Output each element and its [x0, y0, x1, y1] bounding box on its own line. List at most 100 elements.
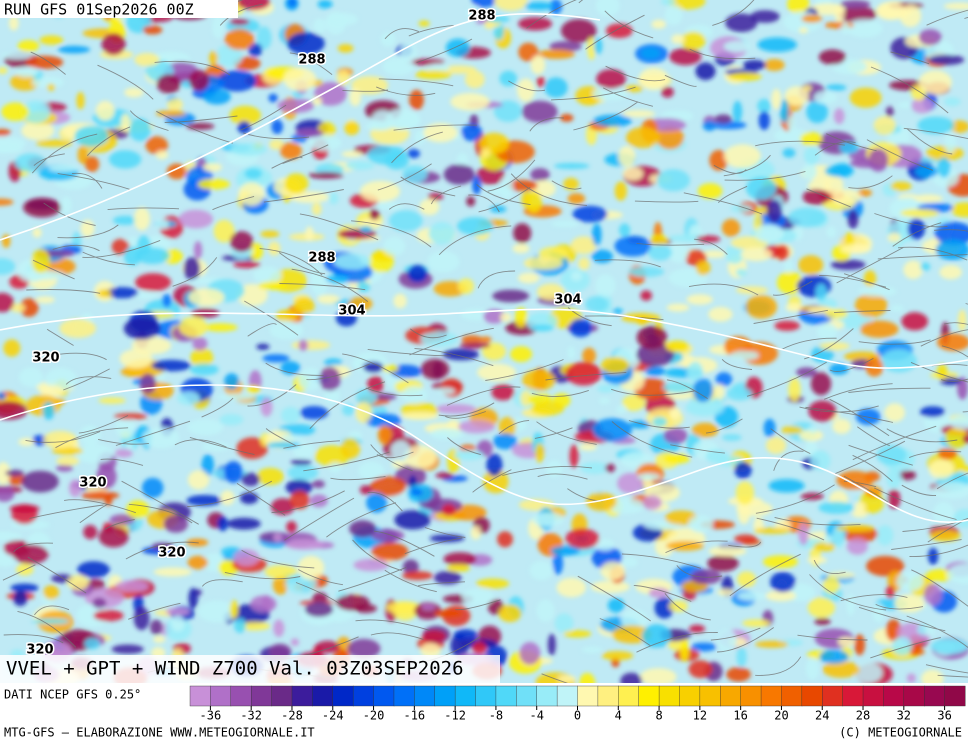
velocity-cell [390, 440, 411, 461]
velocity-cell [428, 221, 455, 245]
streamline [937, 674, 968, 678]
velocity-cell [708, 306, 733, 322]
velocity-cell [299, 406, 329, 420]
streamline [870, 66, 949, 114]
velocity-cell [480, 148, 491, 158]
velocity-cell [217, 70, 257, 92]
velocity-cell [256, 26, 272, 50]
velocity-cell [43, 585, 59, 600]
velocity-cell [201, 442, 230, 452]
velocity-cell [347, 638, 381, 659]
streamline [384, 28, 420, 40]
streamline [52, 244, 100, 252]
colorbar-swatch [312, 685, 334, 707]
velocity-cell [737, 571, 756, 588]
streamline [944, 322, 968, 325]
map-field [0, 0, 968, 683]
streamline [265, 362, 324, 376]
velocity-cell [48, 164, 79, 172]
velocity-cell [735, 481, 755, 505]
velocity-cell [565, 528, 600, 549]
velocity-cell [429, 534, 465, 543]
streamline [891, 539, 962, 550]
streamline [824, 383, 893, 400]
velocity-cell [920, 406, 946, 418]
velocity-cell [757, 37, 797, 52]
velocity-cell [899, 4, 922, 28]
velocity-cell [85, 156, 100, 173]
velocity-cell [530, 324, 554, 332]
streamline [721, 358, 753, 370]
velocity-cell [494, 0, 528, 11]
streamline [843, 480, 877, 488]
velocity-cell [333, 253, 371, 270]
velocity-cell [824, 165, 851, 177]
velocity-cell [371, 110, 395, 130]
velocity-cell [715, 384, 725, 401]
streamline [355, 619, 430, 631]
velocity-cell [407, 149, 421, 159]
velocity-cell [271, 119, 284, 135]
velocity-cell [917, 116, 955, 135]
velocity-cell [852, 509, 868, 518]
velocity-cell [605, 463, 616, 473]
velocity-cell [189, 69, 210, 91]
streamline [774, 516, 861, 526]
colorbar-swatch [699, 685, 721, 707]
velocity-cell [14, 153, 46, 173]
velocity-cell [695, 260, 711, 276]
colorbar-swatch [210, 685, 232, 707]
streamline [934, 229, 968, 232]
velocity-cell [284, 173, 309, 195]
streamline [843, 475, 889, 503]
velocity-cell [311, 480, 325, 489]
streamline [46, 352, 107, 361]
velocity-cell [695, 62, 716, 81]
velocity-cell [832, 526, 845, 549]
colorbar-swatch [903, 685, 925, 707]
streamline [909, 544, 968, 557]
streamline [852, 454, 893, 482]
velocity-cell [937, 157, 951, 178]
velocity-cell [133, 207, 150, 231]
velocity-cell [105, 287, 139, 299]
streamline [97, 438, 149, 445]
velocity-cell [153, 567, 192, 577]
velocity-cell [56, 456, 80, 466]
colorbar-tick-label: -4 [529, 709, 543, 723]
velocity-cell [688, 515, 714, 533]
streamline [718, 185, 748, 204]
velocity-cell [197, 178, 230, 190]
streamline [55, 427, 129, 449]
streamline [910, 361, 968, 383]
velocity-cell [962, 434, 968, 444]
velocity-cell [430, 428, 464, 440]
velocity-cell [930, 638, 968, 655]
velocity-cell [355, 402, 373, 423]
velocity-cell [224, 373, 240, 390]
velocity-cell [57, 45, 91, 54]
velocity-cell [665, 340, 689, 353]
velocity-cell [446, 564, 471, 572]
streamline [376, 451, 414, 459]
velocity-cell [915, 165, 938, 178]
streamline [909, 451, 962, 459]
velocity-cell [546, 460, 563, 478]
velocity-cell [212, 15, 225, 39]
velocity-cell [238, 621, 271, 631]
colorbar-tick-label: 4 [615, 709, 622, 723]
velocity-cell [550, 545, 580, 556]
streamline [309, 381, 386, 430]
velocity-cell [402, 559, 419, 575]
velocity-cell [787, 115, 796, 132]
velocity-cell [802, 163, 817, 180]
velocity-cell [0, 531, 23, 541]
streamline [438, 402, 495, 417]
velocity-cell [187, 470, 210, 490]
contour-label: 304 [554, 293, 581, 308]
velocity-cell [285, 479, 313, 496]
streamline [676, 565, 723, 578]
streamline [728, 541, 762, 548]
velocity-cell [785, 303, 804, 312]
velocity-cell [77, 145, 89, 165]
